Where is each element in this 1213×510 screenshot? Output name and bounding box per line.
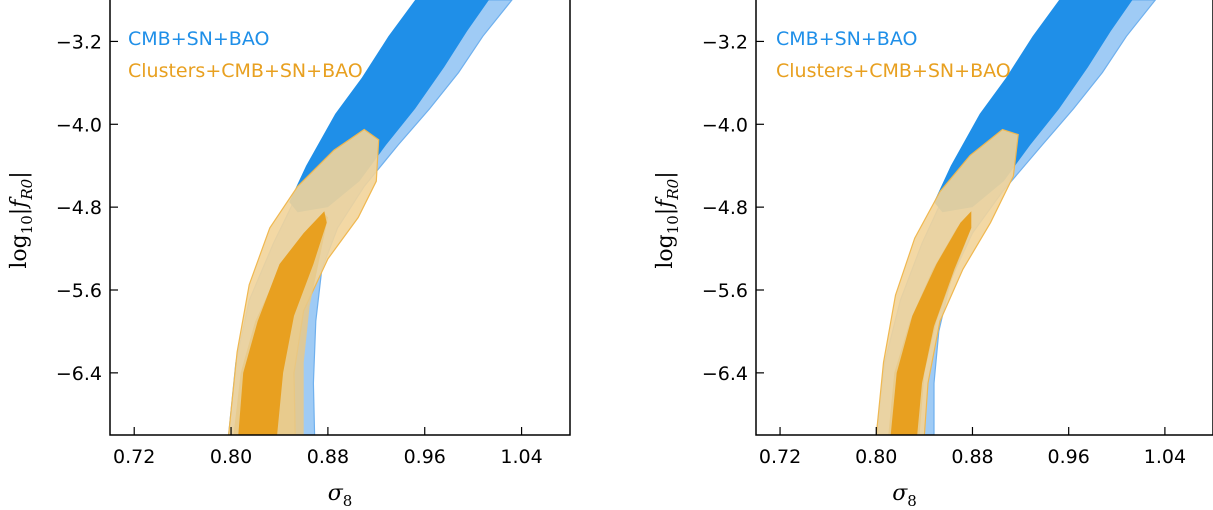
y-tick-label: −4.8 — [56, 197, 102, 219]
x-tick-label: 0.72 — [759, 446, 801, 468]
clusters-68-contour — [890, 211, 972, 435]
legend-entry-clusters: Clusters+CMB+SN+BAO — [128, 60, 363, 82]
y-tick-label: −6.4 — [702, 363, 748, 385]
x-tick-label: 0.88 — [951, 446, 993, 468]
y-tick-label: −3.2 — [56, 31, 102, 53]
y-tick-label: −4.0 — [702, 114, 748, 136]
x-tick-label: 0.96 — [1048, 446, 1090, 468]
left-panel: 0.72 0.80 0.88 0.96 1.04 −3.2 −4.0 −4.8 −5.6 −6.4… — [7, 0, 571, 510]
x-tick-label: 0.80 — [210, 446, 252, 468]
x-tick-label: 0.96 — [404, 446, 446, 468]
x-tick-label: 0.80 — [855, 446, 897, 468]
plot-area — [227, 0, 513, 435]
clusters-68-contour — [238, 211, 327, 435]
legend-entry-cmb-sn-bao: CMB+SN+BAO — [776, 28, 917, 50]
y-axis-label: log10|fR0| — [653, 171, 682, 268]
y-tick-label: −5.6 — [702, 280, 748, 302]
y-axis-label: log10|fR0| — [7, 171, 36, 268]
x-axis-label: σ8 — [892, 481, 917, 510]
y-tick-label: −4.0 — [56, 114, 102, 136]
legend: CMB+SN+BAO Clusters+CMB+SN+BAO — [128, 28, 363, 82]
y-tick-label: −4.8 — [702, 197, 748, 219]
axes-frame — [755, 0, 1213, 436]
x-tick-label: 1.04 — [500, 446, 542, 468]
legend-entry-clusters: Clusters+CMB+SN+BAO — [776, 60, 1011, 82]
x-tick-label: 0.88 — [307, 446, 349, 468]
x-tick-label: 0.72 — [113, 446, 155, 468]
legend: CMB+SN+BAO Clusters+CMB+SN+BAO — [776, 28, 1011, 82]
right-panel: 0.72 0.80 0.88 0.96 1.04 −3.2 −4.0 −4.8 −5.6 −6.4… — [653, 0, 1213, 510]
y-tick-label: −3.2 — [702, 31, 748, 53]
legend-entry-cmb-sn-bao: CMB+SN+BAO — [128, 28, 269, 50]
y-tick-label: −5.6 — [56, 280, 102, 302]
plot-area — [875, 0, 1157, 435]
x-tick-label: 1.04 — [1144, 446, 1186, 468]
y-tick-label: −6.4 — [56, 363, 102, 385]
x-axis-label: σ8 — [328, 481, 353, 510]
axes-frame — [109, 0, 571, 436]
